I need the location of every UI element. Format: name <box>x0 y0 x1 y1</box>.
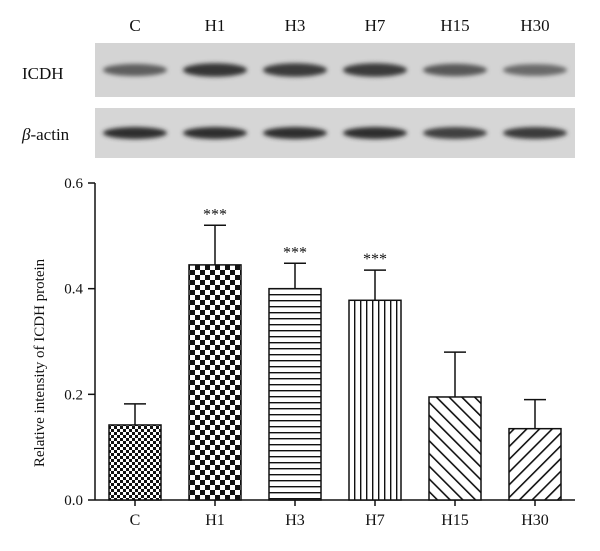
y-tick-label-0.4: 0.4 <box>64 282 83 298</box>
bar-chart: 0.0 0.2 0.4 0.6 C H1 H3 H7 H15 H30 *** *** *** Rel… <box>32 176 575 529</box>
bar-h7 <box>348 299 402 501</box>
x-tick-label-h7: H7 <box>365 512 385 529</box>
y-tick-label-0.6: 0.6 <box>64 176 83 192</box>
band-actin-h3 <box>263 127 327 139</box>
icdh-row-label: ICDH <box>22 64 64 83</box>
blot-lane-labels: C H1 H3 H7 H15 H30 <box>129 16 549 35</box>
y-axis-label: Relative intensity of ICDH protein <box>32 258 48 467</box>
bar-c <box>108 424 162 501</box>
y-tick-label-0.2: 0.2 <box>64 387 83 403</box>
band-icdh-h30 <box>503 64 567 76</box>
blot-lane-label-c: C <box>129 16 140 35</box>
bar-h1 <box>188 264 242 501</box>
blot-lane-label-h30: H30 <box>520 16 549 35</box>
actin-row-label-prefix: β <box>21 125 31 144</box>
actin-row-label: β-actin <box>21 125 70 144</box>
band-icdh-h7 <box>343 63 407 77</box>
y-tick-label-0.0: 0.0 <box>64 493 83 509</box>
band-actin-h15 <box>423 127 487 139</box>
actin-row-label-text: -actin <box>30 125 69 144</box>
x-tick-label-h15: H15 <box>441 512 469 529</box>
significance-h1: *** <box>203 206 227 223</box>
band-icdh-h1 <box>183 63 247 77</box>
x-tick-label-h3: H3 <box>285 512 305 529</box>
band-icdh-c <box>103 63 167 77</box>
actin-blot-strip <box>95 108 575 158</box>
band-actin-h7 <box>343 127 407 139</box>
blot-bands <box>103 63 567 139</box>
x-tick-label-h1: H1 <box>205 512 225 529</box>
blot-lane-label-h7: H7 <box>365 16 386 35</box>
x-tick-label-c: C <box>130 512 141 529</box>
x-axis: C H1 H3 H7 H15 H30 <box>95 499 575 529</box>
x-tick-label-h30: H30 <box>521 512 549 529</box>
band-actin-h30 <box>503 127 567 139</box>
y-axis: 0.0 0.2 0.4 0.6 <box>64 176 96 509</box>
significance-h7: *** <box>363 251 387 268</box>
band-icdh-h3 <box>263 63 327 77</box>
bar-h30 <box>508 427 562 501</box>
band-icdh-h15 <box>423 63 487 77</box>
significance-h3: *** <box>283 244 307 261</box>
bar-h15 <box>428 396 482 501</box>
icdh-blot-strip <box>95 43 575 97</box>
blot-lane-label-h15: H15 <box>440 16 469 35</box>
bar-h3 <box>268 287 322 501</box>
band-actin-c <box>103 127 167 139</box>
blot-lane-label-h1: H1 <box>205 16 226 35</box>
bars: *** *** *** <box>108 206 562 501</box>
western-blot: C H1 H3 H7 H15 H30 ICDH β-actin <box>21 16 575 158</box>
blot-lane-label-h3: H3 <box>285 16 306 35</box>
band-actin-h1 <box>183 127 247 139</box>
